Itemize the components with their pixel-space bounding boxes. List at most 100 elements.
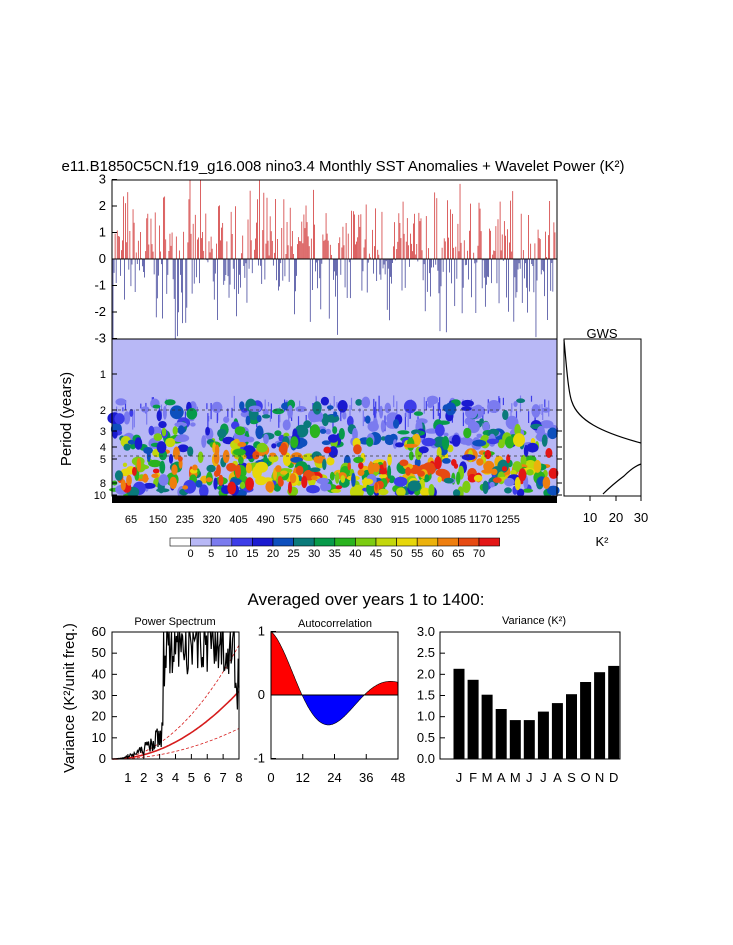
- wavelet-cell: [358, 462, 364, 470]
- wavelet-cell: [320, 396, 329, 406]
- wavelet-cell: [404, 413, 406, 430]
- colorbar-swatch: [190, 537, 212, 547]
- colorbar-swatch: [437, 537, 459, 547]
- wavelet-cell: [333, 411, 338, 417]
- power-spectrum-y-tick-label: 10: [92, 730, 106, 745]
- wavelet-cell: [255, 461, 268, 473]
- wavelet-cell: [153, 433, 163, 441]
- wavelet-cell: [309, 424, 321, 439]
- wavelet-cell: [182, 485, 189, 490]
- wavelet-cell: [263, 433, 269, 445]
- wavelet-cell: [290, 436, 299, 449]
- gws-x-axis-label: K²: [596, 534, 610, 549]
- anomaly-y-tick-label: 1: [99, 225, 106, 240]
- wavelet-cell: [321, 440, 331, 446]
- power-spectrum-ticks: 0 10 20 30 40 50 60 1 2 3 4 5 6 7 8: [92, 624, 243, 785]
- wavelet-cell: [547, 427, 558, 440]
- wavelet-cell: [372, 462, 380, 473]
- colorbar-swatch: [416, 537, 439, 547]
- wavelet-cell: [176, 427, 186, 434]
- wavelet-cell: [114, 413, 125, 425]
- wavelet-cell: [510, 469, 517, 476]
- colorbar-swatch: [375, 537, 397, 547]
- variance-month-label: J: [540, 770, 547, 785]
- wavelet-cell: [267, 402, 270, 407]
- wavelet-cell: [435, 424, 445, 437]
- wavelet-cell: [442, 458, 451, 464]
- wavelet-cell: [184, 411, 186, 420]
- wavelet-cell: [168, 454, 174, 464]
- gws-panel: GWS 10 20 30 K²: [563, 326, 648, 549]
- wavelet-cell: [262, 408, 269, 416]
- wavelet-cell: [443, 477, 454, 484]
- autocorrelation-x-tick-label: 24: [327, 770, 341, 785]
- variance-bar: [537, 711, 549, 759]
- wavelet-cell: [437, 420, 450, 425]
- wavelet-cell: [369, 461, 373, 474]
- variance-bar: [495, 709, 507, 759]
- wavelet-cell: [311, 475, 318, 481]
- wavelet-cell: [217, 406, 219, 421]
- variance-month-label: N: [595, 770, 604, 785]
- wavelet-y-tick-label: 5: [100, 454, 106, 466]
- wavelet-cell: [321, 413, 329, 427]
- autocorrelation-x-tick-label: 48: [391, 770, 405, 785]
- wavelet-cell: [407, 411, 409, 427]
- wavelet-cell: [123, 443, 131, 451]
- colorbar-label: 55: [411, 548, 423, 560]
- wavelet-cell: [226, 462, 237, 472]
- wavelet-cell: [210, 403, 212, 420]
- wavelet-cell: [439, 397, 441, 411]
- wavelet-cell: [148, 425, 155, 436]
- wavelet-cell: [156, 441, 167, 454]
- wavelet-cell: [539, 420, 554, 429]
- anomaly-y-tick-label: -1: [94, 278, 106, 293]
- wavelet-cell: [174, 421, 187, 428]
- colorbar-label: 70: [473, 548, 485, 560]
- wavelet-cell: [383, 460, 387, 469]
- wavelet-cell: [338, 428, 345, 440]
- wavelet-cell: [489, 481, 495, 488]
- colorbar-swatch: [313, 537, 336, 547]
- wavelet-cell: [531, 404, 541, 418]
- wavelet-cell: [326, 483, 332, 491]
- wavelet-cell: [492, 477, 502, 483]
- colorbar-swatch: [396, 537, 418, 547]
- wavelet-cell: [218, 474, 224, 486]
- wavelet-cell: [547, 485, 560, 496]
- wavelet-cell: [526, 469, 534, 476]
- variance-month-label: D: [609, 770, 618, 785]
- wavelet-cell: [158, 421, 167, 429]
- wavelet-x-tick-label: 660: [310, 514, 328, 526]
- wavelet-cell: [330, 488, 342, 493]
- wavelet-cell: [413, 411, 424, 416]
- power-spectrum-x-tick-label: 5: [188, 770, 195, 785]
- power-spectrum-x-tick-label: 6: [204, 770, 211, 785]
- variance-bar: [523, 720, 535, 759]
- variance-month-label: M: [482, 770, 493, 785]
- wavelet-cell: [530, 395, 533, 402]
- wavelet-cell: [190, 422, 196, 427]
- wavelet-cell: [395, 442, 404, 448]
- wavelet-cell: [516, 488, 525, 497]
- wavelet-cell: [365, 415, 371, 424]
- wavelet-cell: [511, 403, 513, 413]
- wavelet-cell: [129, 408, 134, 417]
- wavelet-cell: [252, 451, 260, 460]
- wavelet-cell: [432, 406, 435, 420]
- wavelet-cell: [384, 434, 393, 443]
- wavelet-cell: [160, 404, 162, 420]
- wavelet-cell: [214, 470, 219, 478]
- wavelet-cell: [152, 468, 160, 474]
- wavelet-cell: [439, 409, 441, 419]
- colorbar-label: 10: [226, 548, 238, 560]
- wavelet-cell: [280, 442, 288, 456]
- autocorrelation-x-tick-label: 36: [359, 770, 373, 785]
- variance-month-label: J: [456, 770, 463, 785]
- colorbar-swatch: [231, 537, 253, 547]
- wavelet-cell: [461, 399, 474, 407]
- colorbar-label: 35: [329, 548, 341, 560]
- wavelet-cell: [423, 397, 425, 414]
- wavelet-cell: [255, 425, 264, 440]
- wavelet-cell: [411, 429, 422, 436]
